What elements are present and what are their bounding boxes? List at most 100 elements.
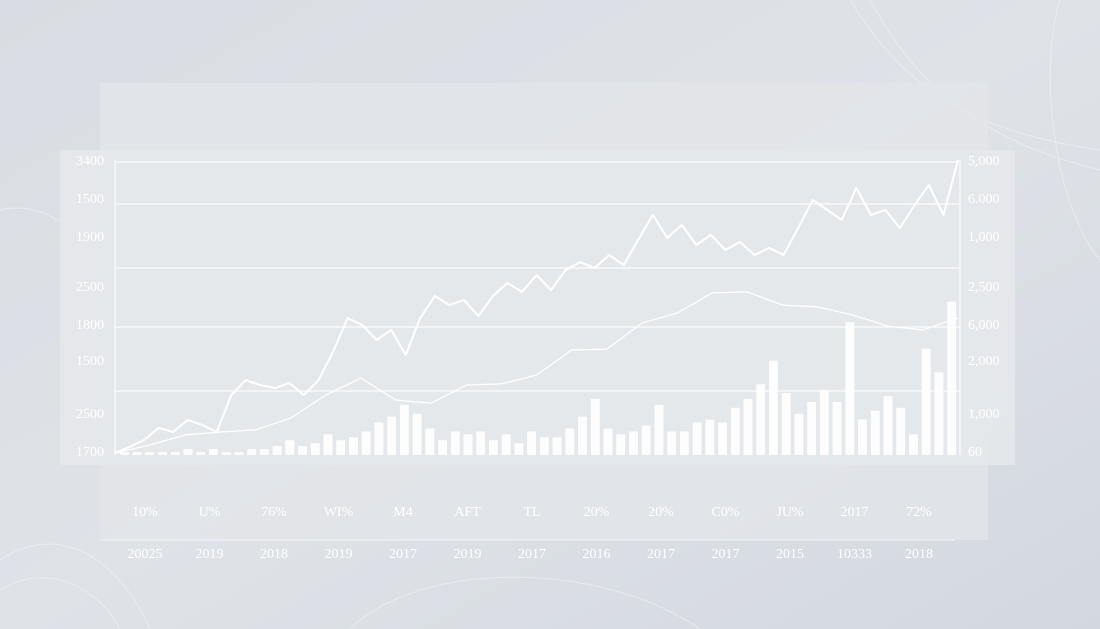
y-tick-label: 2500	[76, 407, 104, 422]
bar	[909, 434, 918, 455]
bar	[272, 446, 282, 455]
y-tick-label: 1500	[76, 354, 104, 369]
y-tick-label: 1500	[76, 192, 104, 207]
bar	[539, 437, 549, 455]
bar	[259, 449, 269, 455]
y-tick-label: 1900	[76, 230, 104, 245]
category-label: JU%	[776, 505, 804, 520]
bar	[463, 434, 473, 455]
y-tick-label: 1800	[76, 318, 104, 333]
plot-area	[60, 150, 1015, 465]
bar	[819, 390, 829, 455]
bar	[578, 416, 587, 455]
category-label: 20%	[584, 505, 610, 520]
category-label: 10%	[132, 505, 158, 520]
category-label: 2018	[905, 547, 933, 562]
bar	[845, 322, 855, 455]
bar	[667, 431, 677, 455]
y2-tick-label: 5,000	[968, 154, 1000, 169]
bar	[641, 425, 651, 455]
category-label: 20%	[648, 505, 674, 520]
bar	[158, 452, 167, 455]
category-label: C0%	[712, 505, 740, 520]
bar	[450, 431, 460, 455]
bar	[870, 410, 880, 455]
bar	[743, 398, 753, 455]
bar	[756, 384, 766, 455]
category-label: TL	[523, 505, 540, 520]
category-label: 2018	[260, 547, 288, 562]
bar	[221, 452, 231, 455]
bar	[234, 452, 244, 455]
bar	[196, 452, 206, 455]
category-label: AFT	[454, 505, 481, 520]
category-label: 2017	[712, 547, 740, 562]
y2-tick-label: 2,000	[968, 354, 1000, 369]
bar	[692, 422, 702, 455]
y-tick-label: 2500	[76, 280, 104, 295]
bar	[387, 416, 397, 455]
bar	[425, 428, 435, 455]
category-label: 20025	[128, 547, 163, 562]
bar	[794, 413, 804, 455]
bar	[565, 428, 575, 455]
line	[114, 159, 959, 454]
category-label: WI%	[324, 505, 354, 520]
category-label: 72%	[906, 505, 932, 520]
bar	[285, 440, 295, 455]
bar	[921, 348, 931, 455]
category-label: 2019	[196, 547, 224, 562]
bar	[501, 434, 511, 455]
category-label: 2019	[325, 547, 353, 562]
category-label: 2017	[841, 505, 869, 520]
bar	[412, 413, 422, 455]
y2-tick-label: 60	[968, 445, 982, 460]
bar	[947, 301, 957, 455]
bar	[336, 440, 346, 455]
bar	[781, 393, 791, 455]
bar	[603, 428, 613, 455]
bar	[769, 360, 778, 455]
bar	[209, 449, 218, 455]
bar	[590, 398, 600, 455]
bar	[323, 434, 333, 455]
bar	[616, 434, 626, 455]
bar	[730, 407, 740, 455]
bar	[629, 431, 638, 455]
bar	[476, 431, 486, 455]
bar	[349, 437, 358, 455]
bar	[552, 437, 562, 455]
bar	[145, 452, 155, 455]
bar	[832, 401, 842, 455]
category-label: 2017	[389, 547, 417, 562]
bar	[438, 440, 447, 455]
category-label: 2019	[454, 547, 482, 562]
bar	[705, 419, 715, 455]
bar	[527, 431, 537, 455]
bar	[310, 443, 320, 455]
bar	[679, 431, 689, 455]
y2-tick-label: 6,000	[968, 318, 1000, 333]
category-label: 2015	[776, 547, 804, 562]
bar	[374, 422, 384, 455]
bar	[883, 396, 893, 455]
category-label: U%	[199, 505, 221, 520]
bar	[119, 452, 129, 455]
bar	[654, 404, 664, 455]
bar	[514, 443, 524, 455]
bar	[399, 404, 409, 455]
category-label: 10333	[837, 547, 872, 562]
category-label: 76%	[261, 505, 287, 520]
bar	[489, 440, 498, 455]
bar	[807, 401, 817, 455]
category-label: 2017	[647, 547, 675, 562]
line	[114, 291, 959, 454]
bar	[247, 449, 257, 455]
y2-tick-label: 2,500	[968, 280, 1000, 295]
y2-tick-label: 1,000	[968, 407, 1000, 422]
y2-tick-label: 1,000	[968, 230, 1000, 245]
y-tick-label: 3400	[76, 154, 104, 169]
grid	[114, 160, 961, 455]
bar	[934, 372, 944, 455]
